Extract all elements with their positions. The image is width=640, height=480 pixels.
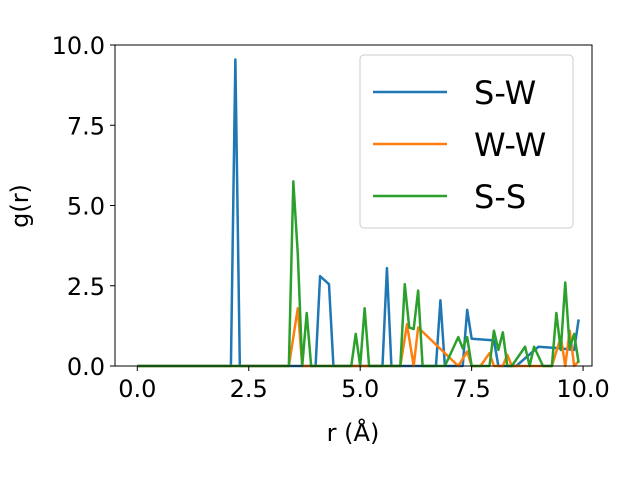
- x-tick-label: 7.5: [453, 375, 491, 403]
- y-axis-ticks: 0.0 2.5 5.0 7.5 10.0: [52, 32, 115, 381]
- legend-label-s-s: S-S: [474, 178, 526, 216]
- x-tick-label: 2.5: [230, 375, 268, 403]
- legend-box: [359, 54, 574, 229]
- y-tick-label: 2.5: [67, 273, 105, 301]
- x-tick-label: 0.0: [118, 375, 156, 403]
- y-tick-label: 0.0: [67, 353, 105, 381]
- x-tick-label: 10.0: [556, 375, 609, 403]
- y-tick-label: 10.0: [52, 32, 105, 60]
- legend: S-W W-W S-S: [359, 54, 574, 229]
- x-tick-label: 5.0: [341, 375, 379, 403]
- x-axis-ticks: 0.0 2.5 5.0 7.5 10.0: [118, 366, 610, 403]
- legend-label-w-w: W-W: [474, 126, 546, 164]
- legend-label-s-w: S-W: [474, 74, 536, 112]
- y-tick-label: 5.0: [67, 193, 105, 221]
- x-axis-label: r (Å): [327, 418, 380, 447]
- y-tick-label: 7.5: [67, 112, 105, 140]
- y-axis-label: g(r): [6, 184, 34, 228]
